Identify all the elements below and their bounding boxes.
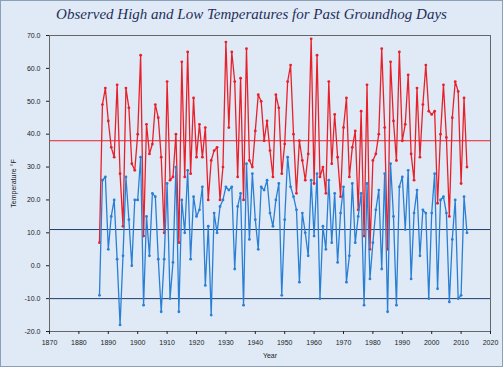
html-text:Observed High and Low Temperat: Observed High and Low Temperatures for P… — [56, 6, 447, 22]
svg-text:-10.0: -10.0 — [25, 295, 41, 302]
svg-text:2010: 2010 — [453, 339, 469, 346]
svg-text:50.0: 50.0 — [27, 98, 41, 105]
svg-text:Temperature °F: Temperature °F — [10, 159, 18, 207]
svg-text:Year: Year — [263, 352, 278, 359]
svg-text:1910: 1910 — [159, 339, 175, 346]
svg-text:40.0: 40.0 — [27, 130, 41, 137]
svg-text:2000: 2000 — [424, 339, 440, 346]
svg-text:1960: 1960 — [306, 339, 322, 346]
svg-text:1950: 1950 — [277, 339, 293, 346]
svg-text:1970: 1970 — [336, 339, 352, 346]
svg-text:0.0: 0.0 — [31, 262, 41, 269]
svg-text:1930: 1930 — [218, 339, 234, 346]
svg-text:1870: 1870 — [42, 339, 58, 346]
svg-text:1880: 1880 — [71, 339, 87, 346]
svg-text:-20.0: -20.0 — [25, 328, 41, 335]
svg-text:1920: 1920 — [189, 339, 205, 346]
svg-text:20.0: 20.0 — [27, 196, 41, 203]
svg-text:70.0: 70.0 — [27, 32, 41, 39]
svg-text:2020: 2020 — [483, 339, 499, 346]
svg-text:1990: 1990 — [395, 339, 411, 346]
svg-text:1890: 1890 — [101, 339, 117, 346]
svg-text:60.0: 60.0 — [27, 65, 41, 72]
svg-text:1940: 1940 — [248, 339, 264, 346]
svg-text:1900: 1900 — [130, 339, 146, 346]
svg-text:1980: 1980 — [365, 339, 381, 346]
svg-text:30.0: 30.0 — [27, 163, 41, 170]
svg-text:10.0: 10.0 — [27, 229, 41, 236]
